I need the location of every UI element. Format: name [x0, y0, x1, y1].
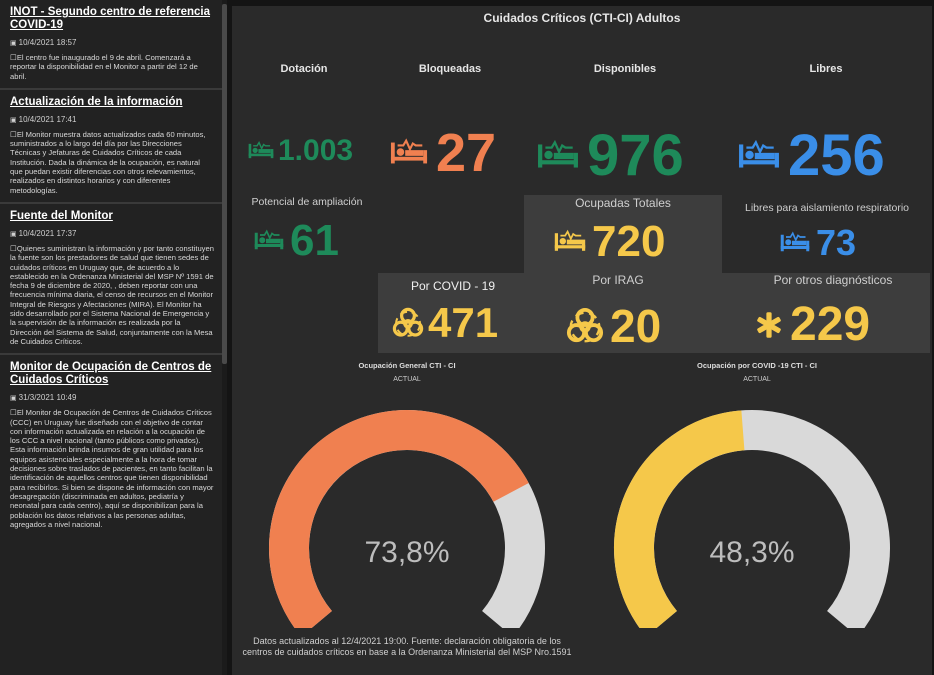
- libres-value: 256: [788, 123, 885, 188]
- bed-icon: [780, 231, 810, 255]
- bloqueadas-label: Bloqueadas: [418, 63, 482, 75]
- irag-value: 20: [610, 300, 662, 352]
- ocupadas-box: Ocupadas Totales 720: [524, 195, 722, 273]
- disponibles-value: 976: [587, 123, 684, 188]
- dotacion-value: 1.003: [278, 134, 354, 167]
- indicators-panel: Cuidados Críticos (CTI-CI) Adultos Dotac…: [232, 6, 932, 675]
- post-title[interactable]: Fuente del Monitor: [10, 209, 113, 222]
- ocupadas-label: Ocupadas Totales: [575, 196, 671, 210]
- gauge-general-title: Ocupación General CTI - CI: [358, 361, 456, 370]
- ampliacion-indicator: 61: [254, 216, 339, 266]
- irag-label: Por IRAG: [592, 273, 644, 287]
- gauge-value: 48,3%: [709, 536, 794, 569]
- post-body: El Monitor de Ocupación de Centros de Cu…: [10, 408, 214, 529]
- ocupadas-value: 720: [592, 217, 666, 266]
- post[interactable]: Actualización de la información 10/4/202…: [0, 90, 222, 204]
- otros-label: Por otros diagnósticos: [773, 273, 893, 287]
- post-title[interactable]: Actualización de la información: [10, 95, 183, 108]
- post-body: El centro fue inaugurado el 9 de abril. …: [10, 53, 214, 81]
- biohazard-icon: [566, 307, 604, 345]
- bed-icon: [390, 137, 428, 169]
- ampliacion-label: Potencial de ampliación: [251, 196, 363, 208]
- post-body: El Monitor muestra datos actualizados ca…: [10, 130, 214, 195]
- libres-indicator: 256: [738, 122, 885, 189]
- bed-icon: [738, 139, 780, 173]
- disponibles-label: Disponibles: [593, 63, 657, 75]
- post[interactable]: Fuente del Monitor 10/4/2021 17:37 Quien…: [0, 204, 222, 356]
- panel-title: Cuidados Críticos (CTI-CI) Adultos: [483, 11, 681, 25]
- sidebar: INOT - Segundo centro de referencia COVI…: [0, 0, 223, 675]
- gauge-fill: [614, 410, 745, 628]
- post-date: 10/4/2021 17:41: [10, 115, 214, 124]
- causes-box: Por COVID - 19 471 Por IRAG 20 Por otros…: [378, 273, 930, 353]
- bed-icon: [248, 140, 274, 162]
- gauge-general: 73,8%: [269, 410, 545, 628]
- bed-icon: [254, 228, 284, 254]
- bloqueadas-indicator: 27: [390, 122, 496, 184]
- aislamiento-indicator: 73: [780, 222, 856, 264]
- post-date: 10/4/2021 18:57: [10, 38, 214, 47]
- gauge-covid-sub: ACTUAL: [743, 376, 771, 383]
- dotacion-label: Dotación: [280, 63, 328, 75]
- post-title[interactable]: Monitor de Ocupación de Centros de Cuida…: [10, 361, 212, 387]
- bed-icon: [537, 139, 579, 173]
- post-date: 31/3/2021 10:49: [10, 393, 214, 402]
- scrollbar-thumb[interactable]: [222, 4, 227, 364]
- bloqueadas-value: 27: [436, 123, 497, 183]
- libres-label: Libres: [809, 63, 843, 75]
- footnote: Datos actualizados al 12/4/2021 19:00. F…: [242, 636, 572, 657]
- disponibles-indicator: 976: [537, 122, 684, 189]
- gauge-covid: 48,3%: [614, 410, 890, 628]
- asterisk-icon: [754, 310, 784, 340]
- ocupadas-indicator: 720: [554, 217, 665, 267]
- dotacion-indicator: 1.003: [248, 134, 353, 168]
- gauge-covid-title: Ocupación por COVID -19 CTI - CI: [696, 361, 817, 370]
- aislamiento-value: 73: [816, 222, 857, 263]
- gauge-general-sub: ACTUAL: [393, 376, 421, 383]
- gauge-fill: [269, 410, 529, 628]
- covid-value: 471: [428, 299, 499, 346]
- biohazard-icon: [392, 307, 424, 339]
- post[interactable]: INOT - Segundo centro de referencia COVI…: [0, 0, 222, 90]
- otros-indicator: 229: [754, 297, 870, 352]
- post-date: 10/4/2021 17:37: [10, 229, 214, 238]
- covid-indicator: 471: [392, 299, 498, 347]
- post-body: Quienes suministran la información y por…: [10, 244, 214, 346]
- ampliacion-value: 61: [290, 216, 339, 265]
- otros-value: 229: [790, 298, 871, 351]
- sidebar-scrollbar[interactable]: [222, 0, 227, 675]
- post-title[interactable]: INOT - Segundo centro de referencia COVI…: [10, 6, 211, 31]
- gauge-value: 73,8%: [364, 536, 449, 569]
- covid-label: Por COVID - 19: [410, 279, 496, 293]
- bed-icon: [554, 228, 586, 256]
- post[interactable]: Monitor de Ocupación de Centros de Cuida…: [0, 355, 222, 536]
- aislamiento-label: Libres para aislamiento respiratorio: [745, 202, 909, 214]
- irag-indicator: 20: [566, 299, 661, 353]
